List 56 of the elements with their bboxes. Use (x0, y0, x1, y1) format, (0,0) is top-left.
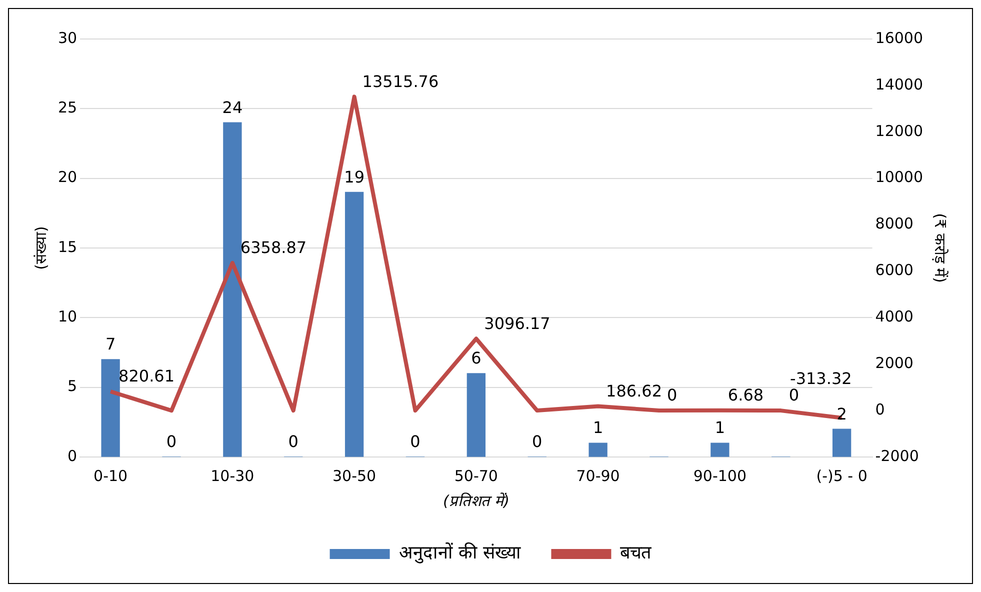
bar (344, 192, 364, 457)
y2-tick-label: 16000 (875, 28, 923, 47)
y-tick-label: 20 (58, 168, 78, 186)
data-label: 1 (714, 418, 726, 438)
y2-tick-label: 2000 (875, 354, 914, 372)
x-axis-title: (प्रतिशत में) (442, 492, 510, 510)
data-label: 6.68 (728, 386, 764, 405)
data-label: 0 (788, 386, 800, 405)
y2-tick-label: -2000 (875, 446, 919, 465)
data-label: 2 (836, 404, 847, 424)
y-tick-label: 30 (58, 28, 78, 47)
data-label: 186.62 (606, 381, 662, 400)
data-label: 19 (344, 167, 364, 186)
data-label: 3096.17 (484, 314, 550, 333)
y2-tick-label: 0 (875, 400, 885, 418)
data-label: 1 (592, 418, 604, 438)
data-label: 0 (410, 432, 420, 452)
data-label: 7 (105, 334, 116, 354)
y2-tick-label: 8000 (875, 214, 914, 233)
y-tick-label: 10 (58, 308, 78, 326)
x-tick-label: 70-90 (576, 466, 620, 485)
data-label: 0 (667, 386, 678, 405)
y2-tick-label: 6000 (875, 261, 914, 280)
y-tick-label: 25 (58, 98, 78, 117)
legend-label: बचत (620, 542, 652, 564)
y-tick-label: 5 (68, 377, 78, 396)
x-tick-label: 0-10 (94, 466, 128, 485)
data-label: 24 (222, 98, 243, 117)
bar (832, 428, 852, 457)
bar (223, 122, 242, 457)
data-label: 6 (471, 348, 482, 368)
bar (101, 359, 120, 457)
data-label: -313.32 (790, 368, 852, 388)
y2-tick-label: 10000 (875, 168, 923, 186)
data-label: 13515.76 (362, 72, 439, 91)
data-label: 0 (532, 432, 542, 452)
data-label: 0 (166, 432, 177, 452)
x-tick-label: 90-100 (693, 466, 747, 485)
data-label: 6358.87 (240, 238, 307, 258)
bar (466, 373, 486, 457)
bar (710, 442, 730, 457)
x-tick-label: 50-70 (454, 466, 498, 485)
data-label: 820.61 (118, 366, 175, 386)
data-label: 0 (288, 432, 298, 452)
x-tick-label: 30-50 (332, 466, 376, 485)
y2-tick-label: 4000 (875, 308, 914, 326)
bar (588, 442, 608, 457)
y-tick-label: 15 (58, 238, 78, 256)
y-tick-label: 0 (68, 446, 78, 465)
y2-tick-label: 14000 (875, 75, 923, 94)
y2-tick-label: 12000 (875, 122, 923, 140)
x-tick-label: (-)5 - 0 (816, 466, 868, 485)
y-axis-title: (संख्या) (32, 226, 50, 270)
x-tick-label: 10-30 (210, 466, 254, 485)
legend-label: अनुदानों की संख्या (398, 542, 522, 564)
y2-axis-title: (₹ करोड़ में) (931, 213, 950, 283)
